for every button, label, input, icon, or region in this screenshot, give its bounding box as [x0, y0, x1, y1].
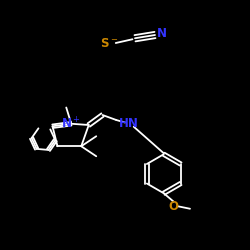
Text: O: O — [169, 200, 179, 213]
Text: N: N — [157, 27, 167, 40]
Text: HN: HN — [119, 117, 139, 130]
Text: N$^+$: N$^+$ — [62, 116, 81, 132]
Text: S$^-$: S$^-$ — [100, 37, 118, 50]
